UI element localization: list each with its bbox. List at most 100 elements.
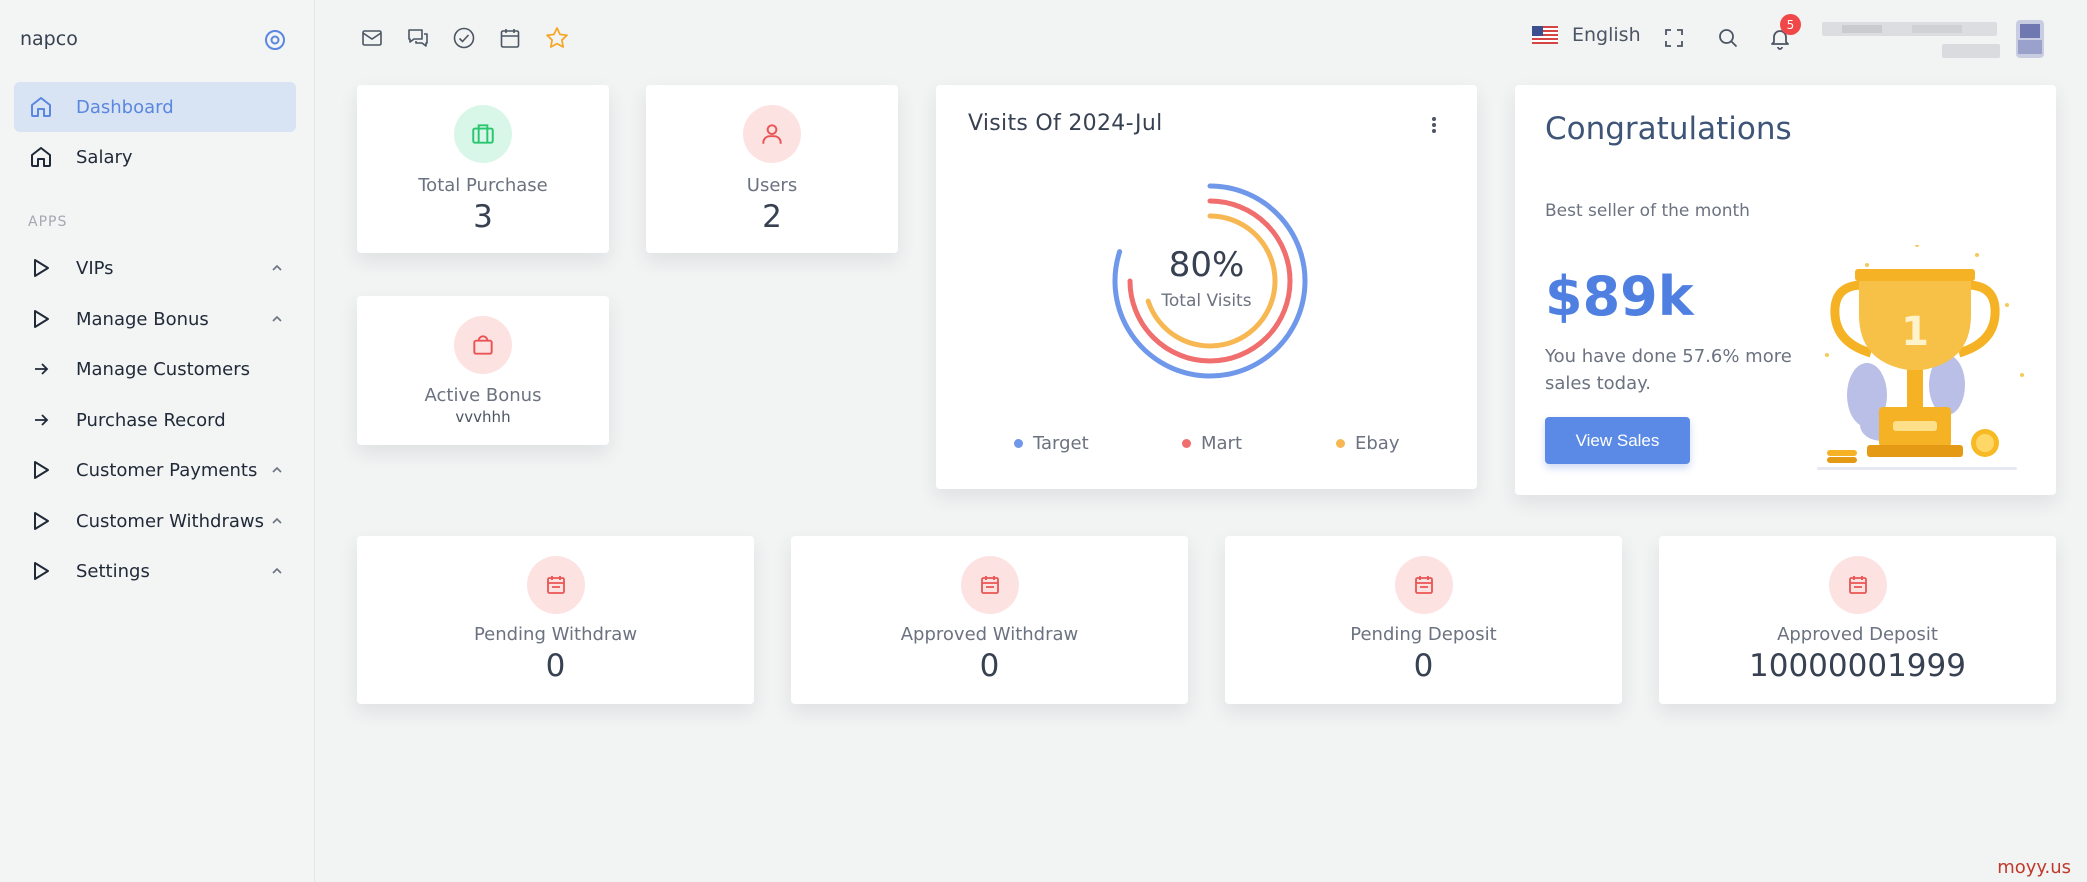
triangle-play-icon	[26, 455, 56, 485]
legend-item-target[interactable]: Target	[1014, 433, 1089, 454]
congrats-subtitle: Best seller of the month	[1545, 201, 1750, 221]
sidebar-item-label: VIPs	[76, 257, 114, 279]
svg-text:1: 1	[1901, 309, 1929, 355]
stat-label: Users	[746, 175, 798, 196]
congrats-title: Congratulations	[1545, 111, 1792, 147]
sidebar-item-label: Salary	[76, 146, 133, 168]
view-sales-button[interactable]: View Sales	[1545, 417, 1690, 464]
stat-value: 10000001999	[1749, 648, 1966, 684]
watermark: moyy.us	[1997, 857, 2071, 878]
sidebar-item-dashboard[interactable]: Dashboard	[14, 82, 296, 132]
check-circle-icon[interactable]	[450, 24, 478, 52]
sidebar-item-customer-withdraws[interactable]: Customer Withdraws	[14, 496, 296, 546]
legend-dot	[1182, 439, 1191, 448]
chart-center-value: 80%	[1168, 245, 1245, 285]
triangle-play-icon	[26, 506, 56, 536]
sidebar-item-label: Customer Withdraws	[76, 510, 264, 532]
sidebar-item-settings[interactable]: Settings	[14, 546, 296, 596]
stat-label: Active Bonus	[424, 385, 542, 406]
stat-card-pending-deposit: Pending Deposit 0	[1225, 536, 1622, 704]
triangle-play-icon	[26, 304, 56, 334]
us-flag-icon	[1532, 26, 1558, 44]
sidebar-item-label: Purchase Record	[76, 409, 226, 431]
more-vertical-icon[interactable]	[1426, 113, 1442, 137]
visits-card: Visits Of 2024-Jul 80% Total Visits Targ…	[936, 85, 1477, 489]
legend-item-ebay[interactable]: Ebay	[1336, 433, 1399, 454]
stat-card-active-bonus: Active Bonus vvvhhh	[357, 296, 609, 445]
stat-value: 2	[762, 199, 782, 235]
sidebar-item-label: Settings	[76, 560, 150, 582]
triangle-play-icon	[26, 253, 56, 283]
fullscreen-icon[interactable]	[1660, 24, 1688, 52]
stat-card-pending-withdraw: Pending Withdraw 0	[357, 536, 754, 704]
home-icon	[26, 92, 56, 122]
sidebar-item-manage-customers[interactable]: Manage Customers	[14, 344, 296, 394]
legend-label: Mart	[1201, 433, 1243, 454]
briefcase-icon	[454, 105, 512, 163]
arrow-right-icon	[26, 405, 56, 435]
legend-dot	[1014, 439, 1023, 448]
chart-title: Visits Of 2024-Jul	[968, 111, 1163, 136]
congratulations-card: Congratulations Best seller of the month…	[1515, 85, 2056, 495]
legend-item-mart[interactable]: Mart	[1182, 433, 1242, 454]
stat-label: Approved Withdraw	[900, 624, 1079, 645]
radial-bar-ebay	[1145, 213, 1278, 349]
chevron-up-icon	[270, 261, 284, 275]
user-info-blurred[interactable]	[1822, 20, 2002, 60]
stat-value: 3	[473, 199, 493, 235]
sidebar-item-label: Customer Payments	[76, 459, 258, 481]
sidebar-toggle-icon[interactable]	[262, 27, 288, 53]
sidebar-item-label: Dashboard	[76, 96, 174, 118]
calendar-icon	[526, 556, 585, 614]
shopping-bag-icon	[454, 316, 512, 374]
star-icon[interactable]	[543, 24, 571, 52]
sidebar-item-salary[interactable]: Salary	[14, 132, 296, 182]
legend-label: Ebay	[1355, 433, 1400, 454]
sidebar-item-customer-payments[interactable]: Customer Payments	[14, 445, 296, 495]
radial-chart	[1112, 183, 1308, 379]
congrats-amount: $89k	[1545, 265, 1694, 328]
sidebar: napco Dashboard Salary APPS VIPs Manage …	[0, 0, 315, 882]
stat-value: vvvhhh	[455, 408, 511, 426]
arrow-right-icon	[26, 354, 56, 384]
avatar[interactable]	[2016, 20, 2044, 58]
stat-label: Pending Withdraw	[473, 624, 638, 645]
stat-card-approved-deposit: Approved Deposit 10000001999	[1659, 536, 2056, 704]
user-icon	[743, 105, 801, 163]
stat-card-total-purchase: Total Purchase 3	[357, 85, 609, 253]
language-label: English	[1572, 24, 1641, 46]
stat-value: 0	[979, 648, 1000, 684]
mail-icon[interactable]	[358, 24, 386, 52]
triangle-play-icon	[26, 556, 56, 586]
brand-name: napco	[20, 28, 78, 50]
chat-icon[interactable]	[404, 24, 432, 52]
sidebar-item-label: Manage Customers	[76, 358, 251, 380]
stat-label: Total Purchase	[418, 175, 548, 196]
language-selector[interactable]: English	[1532, 24, 1641, 46]
calendar-icon[interactable]	[496, 24, 524, 52]
stat-value: 0	[1413, 648, 1434, 684]
congrats-description: You have done 57.6% more sales today.	[1545, 346, 1792, 394]
section-title-apps: APPS	[28, 214, 68, 230]
stat-label: Pending Deposit	[1350, 624, 1497, 645]
sidebar-item-vips[interactable]: VIPs	[14, 243, 296, 293]
chart-center-label: Total Visits	[1161, 291, 1252, 311]
radial-bar-mart	[1127, 198, 1293, 364]
chevron-up-icon	[270, 564, 284, 578]
stat-card-users: Users 2	[646, 85, 898, 253]
stat-label: Approved Deposit	[1777, 624, 1938, 645]
sidebar-item-purchase-record[interactable]: Purchase Record	[14, 395, 296, 445]
calendar-icon	[960, 556, 1019, 614]
chevron-up-icon	[270, 514, 284, 528]
search-icon[interactable]	[1714, 24, 1742, 52]
legend-dot	[1336, 439, 1345, 448]
stat-value: 0	[545, 648, 566, 684]
notification-badge: 5	[1780, 14, 1801, 35]
chevron-up-icon	[270, 463, 284, 477]
chevron-up-icon	[270, 312, 284, 326]
trophy-illustration: 1	[1807, 245, 2037, 475]
sidebar-item-manage-bonus[interactable]: Manage Bonus	[14, 294, 296, 344]
calendar-icon	[1394, 556, 1453, 614]
legend-label: Target	[1033, 433, 1089, 454]
sidebar-item-label: Manage Bonus	[76, 308, 209, 330]
